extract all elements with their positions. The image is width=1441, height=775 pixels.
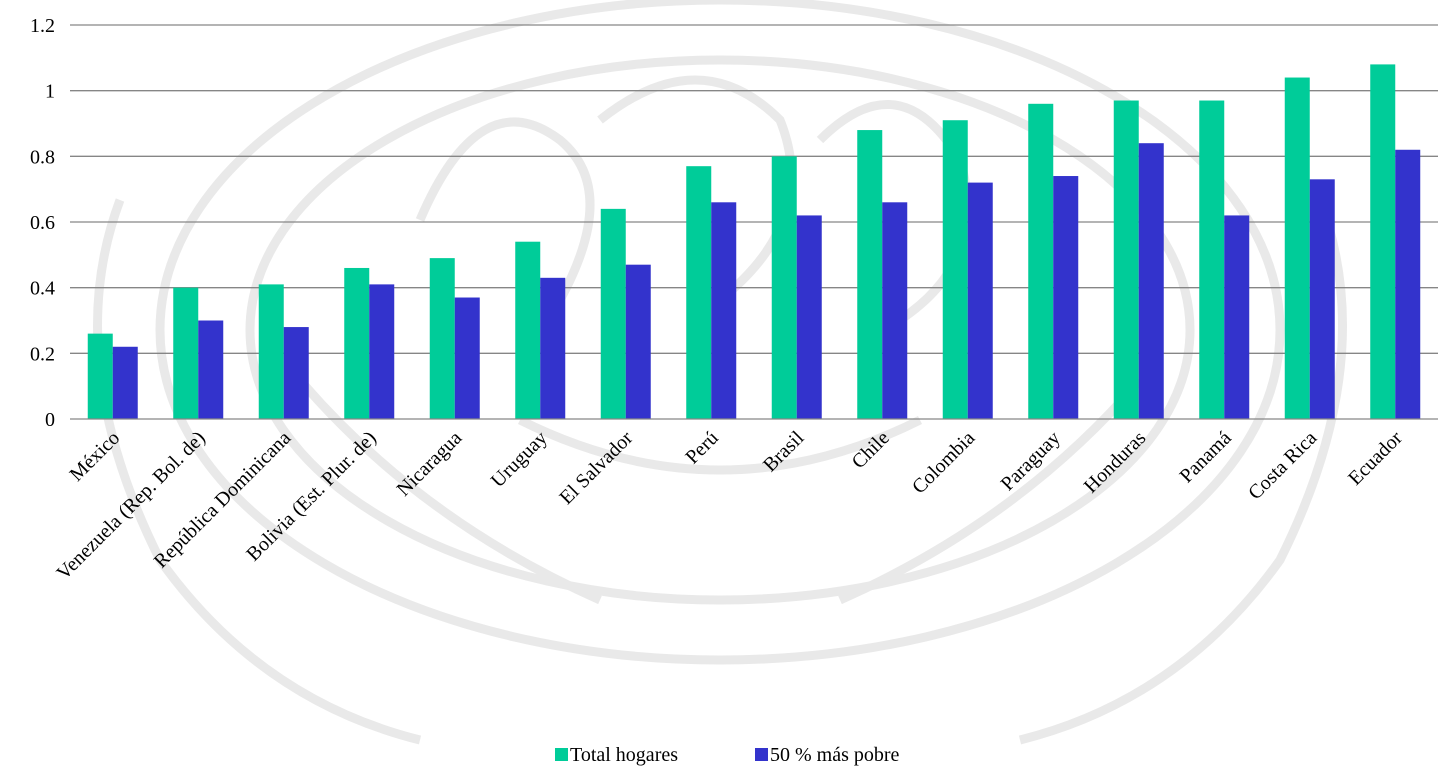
bar-mas-pobre — [1224, 215, 1250, 419]
bar-total-hogares — [1028, 103, 1054, 420]
x-tick-label: Colombia — [908, 427, 979, 498]
y-tick-label: 0.4 — [30, 278, 55, 300]
bar-mas-pobre — [540, 277, 566, 419]
bar-mas-pobre — [711, 202, 737, 419]
bar-mas-pobre — [882, 202, 908, 419]
bars — [87, 64, 1421, 420]
y-tick-label: 0 — [45, 409, 55, 431]
bar-mas-pobre — [283, 327, 309, 419]
bar-total-hogares — [942, 120, 968, 419]
bar-mas-pobre — [369, 284, 395, 419]
bar-mas-pobre — [1053, 176, 1079, 419]
bar-mas-pobre — [1309, 179, 1335, 419]
bar-mas-pobre — [454, 297, 480, 419]
y-tick-label: 0.2 — [30, 343, 55, 365]
bar-total-hogares — [857, 130, 883, 420]
bar-total-hogares — [258, 284, 284, 419]
bar-total-hogares — [686, 166, 712, 419]
y-tick-label: 1.2 — [30, 15, 55, 37]
bar-mas-pobre — [198, 320, 224, 419]
x-tick-label: Nicaragua — [393, 427, 467, 501]
bar-total-hogares — [600, 208, 626, 419]
bar-mas-pobre — [796, 215, 822, 419]
y-tick-label: 1 — [45, 81, 55, 103]
bar-total-hogares — [771, 156, 797, 420]
bar-mas-pobre — [1395, 149, 1421, 419]
bar-mas-pobre — [112, 346, 138, 419]
legend-swatch — [555, 748, 568, 761]
legend-label: 50 % más pobre — [770, 744, 900, 766]
bar-total-hogares — [87, 333, 113, 419]
x-tick-label: Uruguay — [487, 427, 552, 492]
bar-total-hogares — [1284, 77, 1310, 420]
bar-total-hogares — [515, 241, 541, 419]
bar-mas-pobre — [1138, 143, 1164, 419]
bar-total-hogares — [1370, 64, 1396, 420]
x-tick-label: Perú — [681, 427, 722, 468]
legend: Total hogares 50 % más pobre — [555, 744, 900, 766]
bar-total-hogares — [1199, 100, 1225, 420]
bar-total-hogares — [429, 258, 455, 419]
bar-mas-pobre — [625, 264, 651, 419]
legend-swatch — [755, 748, 768, 761]
y-tick-label: 0.8 — [30, 146, 55, 168]
x-tick-label: Venezuela (Rep. Bol. de) — [52, 427, 209, 584]
bar-total-hogares — [344, 267, 370, 419]
x-tick-label: Ecuador — [1344, 427, 1407, 490]
y-tick-label: 0.6 — [30, 212, 55, 234]
y-axis: 0 0.2 0.4 0.6 0.8 1 1.2 — [30, 15, 55, 431]
bar-total-hogares — [173, 287, 199, 419]
bar-mas-pobre — [967, 182, 993, 419]
legend-label: Total hogares — [570, 744, 678, 766]
bar-total-hogares — [1113, 100, 1139, 420]
x-tick-label: Panamá — [1175, 427, 1235, 487]
